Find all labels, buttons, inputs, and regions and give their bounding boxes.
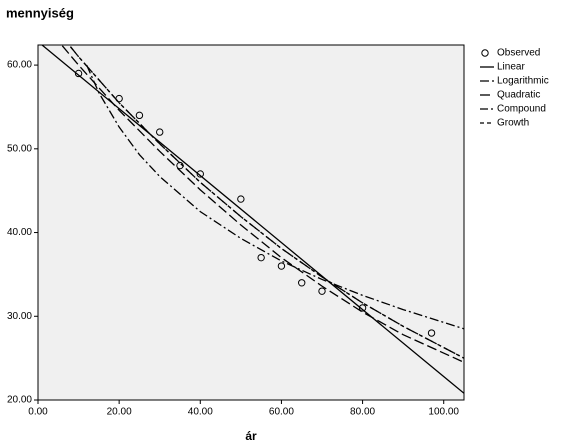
x-tick-label: 20.00 bbox=[107, 407, 132, 418]
y-tick-label: 50.00 bbox=[7, 143, 32, 154]
observed-point bbox=[298, 279, 306, 287]
x-tick-label: 40.00 bbox=[188, 407, 213, 418]
y-tick-label: 20.00 bbox=[7, 395, 32, 406]
fit-curve bbox=[86, 64, 464, 330]
legend-marker bbox=[481, 49, 489, 57]
legend-label: Growth bbox=[497, 118, 529, 129]
x-tick-label: 100.00 bbox=[428, 407, 459, 418]
y-tick-label: 60.00 bbox=[7, 60, 32, 71]
legend-label: Quadratic bbox=[497, 90, 540, 101]
observed-point bbox=[277, 262, 286, 270]
plot-area bbox=[37, 44, 465, 401]
observed-point bbox=[196, 170, 204, 178]
observed-point bbox=[257, 253, 265, 262]
legend-label: Compound bbox=[497, 104, 546, 115]
legend-label: Observed bbox=[497, 48, 540, 59]
legend-label: Logarithmic bbox=[497, 76, 549, 87]
y-tick-label: 40.00 bbox=[7, 227, 32, 238]
fit-curve bbox=[69, 46, 464, 359]
fit-curve bbox=[61, 45, 464, 363]
y-tick-label: 30.00 bbox=[7, 311, 32, 322]
observed-point bbox=[135, 111, 144, 120]
observed-point bbox=[156, 128, 164, 136]
x-tick-label: 60.00 bbox=[269, 407, 294, 418]
observed-point bbox=[237, 195, 245, 203]
legend-label: Linear bbox=[497, 62, 525, 73]
observed-point bbox=[74, 69, 83, 78]
chart-title: mennyiség bbox=[6, 5, 74, 20]
fit-curve bbox=[69, 46, 464, 359]
x-tick-label: 80.00 bbox=[350, 407, 375, 418]
x-axis-label: ár bbox=[245, 429, 257, 443]
observed-point bbox=[358, 304, 367, 312]
observed-point bbox=[427, 329, 436, 337]
observed-point bbox=[318, 287, 326, 295]
x-tick-label: 0.00 bbox=[28, 407, 48, 418]
